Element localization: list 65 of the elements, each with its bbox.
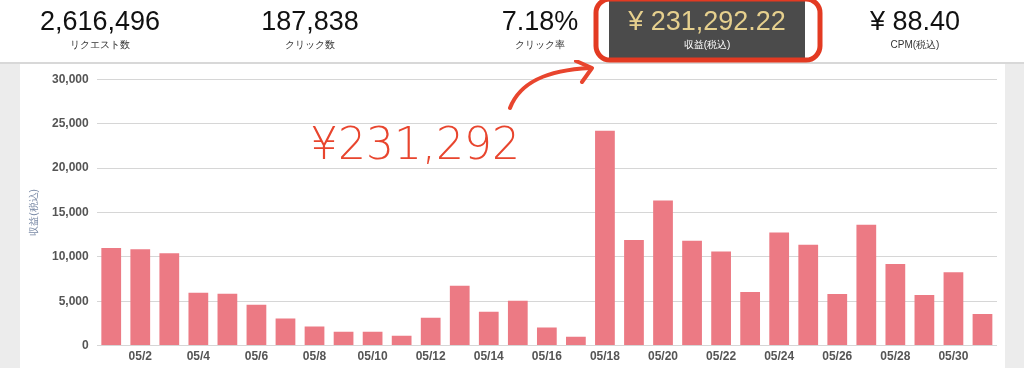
x-tick-label: 05/26 [822,349,853,364]
bar [333,331,354,346]
annotation: ¥231,292 [310,118,520,169]
bar [449,285,470,346]
text: 収益(税込) [682,38,732,52]
x-tick-label: 05/18 [589,349,621,364]
bar [391,335,412,346]
bar [246,304,267,346]
bar [682,240,702,346]
text: クリック数 [284,38,336,52]
bar [914,294,935,346]
x-tick-label: 05/4 [186,349,211,364]
x-tick-label: 05/12 [415,349,447,364]
bar [566,336,586,346]
x-tick-label: 05/28 [880,349,911,364]
text: 2,616,496 [38,6,162,37]
x-tick-label: 05/20 [648,349,679,364]
y-axis-title: 収益(税込) [27,189,39,236]
y-tick-label: 0 [82,337,90,352]
bar [101,247,122,346]
y-tick-label: 20,000 [52,160,90,175]
bar [304,326,325,346]
y-tick-label: 25,000 [52,115,90,130]
x-tick-label: 05/8 [302,349,327,364]
bar [740,291,761,346]
x-tick-label: 05/6 [244,349,269,364]
text: ¥ 88.40 [868,6,962,37]
bar [478,311,499,346]
x-tick-label: 05/22 [706,349,737,364]
bar [420,317,441,346]
text: クリック率 [514,38,566,52]
bar [362,331,383,346]
y-tick-label: 5,000 [58,293,90,308]
bar [856,224,877,346]
x-tick-label: 05/30 [938,349,969,364]
bar [798,244,819,346]
text: 187,838 [260,6,360,37]
bar [711,251,731,346]
bar [275,318,296,346]
text: CPM(税込) [889,38,941,52]
bar [130,249,151,346]
x-tick-label: 05/2 [128,349,153,364]
y-tick-label: 15,000 [52,204,90,219]
bar [217,293,238,346]
bar [536,327,557,346]
bar [827,294,848,346]
bar [769,232,790,346]
bar [653,200,673,346]
bar [159,253,180,346]
y-tick-label: 30,000 [52,71,90,86]
bar [624,239,644,346]
bar [972,314,993,346]
text: 7.18% [501,6,579,36]
x-tick-label: 05/10 [357,349,388,364]
y-tick-label: 10,000 [52,249,90,264]
bar [507,300,528,346]
x-tick-label: 05/14 [473,349,505,364]
x-tick-label: 05/24 [764,349,795,364]
bar [188,292,209,346]
bar [885,263,906,346]
text: ¥ 231,292.22 [627,6,787,37]
bar [595,130,615,346]
x-tick-label: 05/16 [531,349,563,364]
text: リクエスト数 [69,38,131,52]
bar [943,272,964,346]
